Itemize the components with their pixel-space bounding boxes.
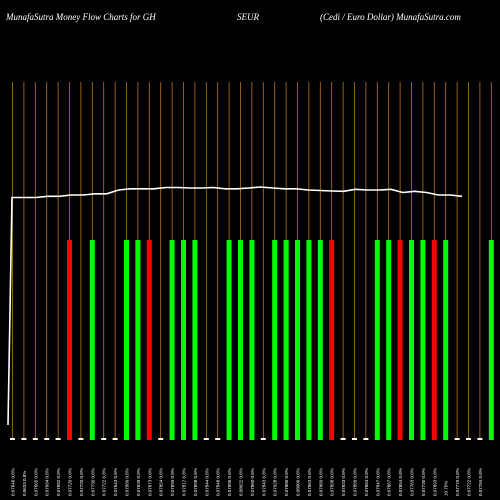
- money-flow-bar: [67, 240, 72, 440]
- x-tick-label: 0.07863 0.8%: [307, 468, 312, 496]
- x-tick-label: 0.07664 0.8%: [45, 468, 50, 496]
- x-tick-label: 0.07843 0.8%: [261, 468, 266, 496]
- x-tick-label: 0.07665 0.8%: [33, 468, 38, 496]
- money-flow-bar: [317, 240, 323, 440]
- x-tick-label: 0.07896 0.8%: [227, 468, 232, 496]
- money-flow-bar: [158, 438, 164, 440]
- money-flow-bar: [146, 240, 152, 440]
- chart-title-right: (Cedi / Euro Dollar) MunafaSutra.com: [320, 12, 461, 22]
- x-tick-label: 0.08000 0.8%: [296, 468, 301, 496]
- x-tick-label: 0.07847 0.8%: [375, 468, 380, 496]
- money-flow-bar: [431, 240, 437, 440]
- price-line: [7, 186, 463, 426]
- money-flow-bar: [44, 438, 50, 440]
- price-line-group: [7, 186, 463, 426]
- money-flow-bar: [169, 240, 175, 440]
- money-flow-bar: [295, 240, 300, 440]
- x-tick-label: 0.07722 0.8%: [102, 468, 107, 496]
- money-flow-bar: [78, 438, 84, 440]
- money-flow-bar: [203, 438, 209, 440]
- x-tick-label: 0.07860 0.8%: [318, 468, 323, 496]
- money-flow-bar: [10, 438, 15, 440]
- x-tick-label: 0.07899 0.8%: [170, 468, 175, 496]
- x-tick-label: 0.07784 0.8%: [478, 468, 483, 496]
- x-tick-label: 0.07844 0.8%: [204, 468, 209, 496]
- money-flow-bar: [397, 240, 403, 440]
- x-tick-label: 0.07763 0.8%: [410, 468, 415, 496]
- money-flow-bar: [272, 240, 278, 440]
- x-tick-label: 0.0633 0.8%: [22, 471, 27, 496]
- money-flow-bar: [454, 438, 460, 440]
- money-flow-bar: [409, 240, 414, 440]
- money-flow-bar: [477, 438, 483, 440]
- money-flow-bar: [32, 438, 38, 440]
- money-flow-bar: [340, 438, 346, 440]
- x-tick-label: 0.07898 0.8%: [330, 468, 335, 496]
- x-tick-label: 0.07893 0.8%: [432, 468, 437, 496]
- x-tick-label: 0.07898 0.8%: [193, 468, 198, 496]
- money-flow-bar: [249, 240, 255, 440]
- money-flow-bar: [260, 438, 266, 440]
- money-flow-bar: [420, 240, 426, 440]
- x-tick-label: 0.07854 0.8%: [398, 468, 403, 496]
- chart-title-symbol: SEUR: [237, 12, 259, 22]
- money-flow-bars: [10, 240, 494, 440]
- x-tick-label: 0.07682 0.8%: [56, 468, 61, 496]
- money-flow-bar: [283, 240, 289, 440]
- money-flow-bar: [89, 240, 95, 440]
- x-tick-label: 0.07860 0.8%: [125, 468, 130, 496]
- money-flow-bar: [374, 240, 380, 440]
- money-flow-bar: [192, 240, 198, 440]
- money-flow-bar: [124, 240, 129, 440]
- x-tick-label: 0.07643 0.8%: [113, 468, 118, 496]
- money-flow-bar: [135, 240, 141, 440]
- money-flow-bar: [238, 240, 243, 440]
- x-tick-label: 0.07864 0.8%: [364, 468, 369, 496]
- money-flow-bar: [352, 438, 357, 440]
- x-tick-label: 0.07722 0.8%: [467, 468, 472, 496]
- x-tick-label: 0.07854 0.8%: [159, 468, 164, 496]
- x-tick-label: 10.75%: [444, 481, 449, 496]
- x-axis-labels: 0.07646 0.8% 0.0633 0.8% 0.07665 0.8% 0.076…: [11, 468, 483, 496]
- x-tick-label: 0.07867 0.8%: [387, 468, 392, 496]
- x-tick-label: 0.07730 0.8%: [421, 468, 426, 496]
- x-tick-label: 0.08022 0.8%: [239, 468, 244, 496]
- x-tick-label: 0.07833 0.8%: [341, 468, 346, 496]
- x-tick-label: 0.07720 0.8%: [79, 468, 84, 496]
- x-tick-label: 0.07873 0.8%: [147, 468, 152, 496]
- money-flow-bar: [101, 438, 107, 440]
- money-flow-bar: [21, 438, 27, 440]
- money-flow-bar: [329, 240, 335, 440]
- x-tick-label: 0.07880 0.8%: [284, 468, 289, 496]
- chart-title-left: MunafaSutra Money Flow Charts for GH: [5, 12, 156, 22]
- money-flow-bar: [386, 240, 392, 440]
- money-flow-bar: [112, 438, 118, 440]
- x-tick-label: 0.07839 0.8%: [136, 468, 141, 496]
- x-tick-label: 0.07730 0.8%: [90, 468, 95, 496]
- x-tick-label: 0.07720 0.8%: [68, 468, 73, 496]
- money-flow-bar: [306, 240, 312, 440]
- x-tick-label: 0.07848 0.8%: [216, 468, 221, 496]
- x-tick-label: 0.07860 0.8%: [250, 468, 255, 496]
- money-flow-bar: [215, 438, 221, 440]
- x-tick-label: 0.07817 0.8%: [182, 468, 187, 496]
- money-flow-bar: [443, 240, 449, 440]
- x-tick-label: 0.07646 0.8%: [11, 468, 16, 496]
- money-flow-bar: [55, 438, 61, 440]
- money-flow-bar: [181, 240, 186, 440]
- money-flow-bar: [466, 438, 471, 440]
- money-flow-bar: [363, 438, 369, 440]
- money-flow-bar: [488, 240, 494, 440]
- x-tick-label: 0.07889 0.8%: [353, 468, 358, 496]
- x-tick-label: 0.07928 0.8%: [273, 468, 278, 496]
- x-tick-label: 0.07779 0.8%: [455, 468, 460, 496]
- money-flow-bar: [226, 240, 232, 440]
